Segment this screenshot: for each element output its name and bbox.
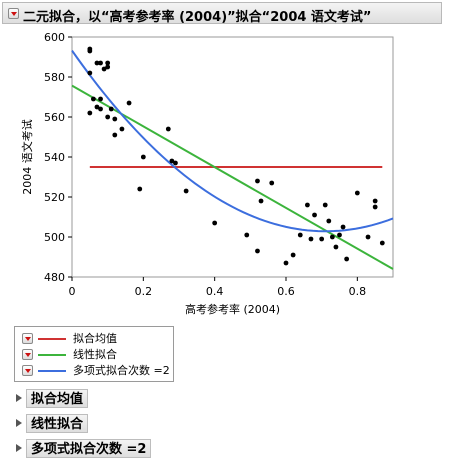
- data-point: [372, 204, 378, 210]
- x-tick-label: 0.6: [277, 285, 295, 298]
- legend-poly-menu-icon[interactable]: [22, 365, 33, 376]
- data-point: [165, 126, 171, 132]
- data-point: [372, 198, 378, 204]
- data-point: [94, 60, 100, 66]
- x-tick-label: 0.2: [135, 285, 153, 298]
- data-point: [119, 126, 125, 132]
- disclosure-triangle-icon[interactable]: [16, 444, 22, 452]
- data-point: [101, 66, 107, 72]
- data-point: [105, 114, 111, 120]
- section-mean-fit-label[interactable]: 拟合均值: [26, 389, 89, 408]
- data-point: [173, 160, 178, 166]
- fit-line-linear: [71, 84, 394, 270]
- data-point: [183, 188, 189, 194]
- legend-mean-menu-icon[interactable]: [22, 333, 33, 344]
- x-tick-label: 0.8: [349, 285, 367, 298]
- y-tick-label: 480: [44, 271, 65, 284]
- data-point: [87, 48, 93, 54]
- y-tick-label: 540: [44, 151, 65, 164]
- data-point: [94, 104, 100, 110]
- data-point: [326, 218, 332, 224]
- data-point: [333, 244, 339, 250]
- legend-item-linear: 线性拟合: [15, 347, 173, 363]
- data-point: [308, 236, 314, 242]
- y-tick-label: 580: [44, 71, 65, 84]
- data-point: [312, 212, 317, 218]
- legend-item-mean: 拟合均值: [15, 331, 173, 347]
- data-point: [108, 106, 114, 112]
- data-point: [87, 110, 93, 116]
- legend-linear-label: 线性拟合: [73, 348, 117, 361]
- legend-linear-menu-icon[interactable]: [22, 349, 33, 360]
- disclosure-triangle-icon[interactable]: [16, 394, 22, 402]
- data-point: [365, 234, 371, 240]
- x-tick-label: 0: [69, 285, 76, 298]
- legend-mean-swatch: [38, 338, 66, 340]
- y-tick-label: 600: [44, 31, 65, 44]
- data-point: [344, 256, 350, 262]
- data-point: [337, 232, 342, 238]
- data-point: [297, 232, 303, 238]
- data-point: [244, 232, 250, 238]
- data-point: [98, 106, 103, 112]
- data-point: [140, 154, 146, 160]
- data-point: [87, 70, 93, 76]
- data-point: [258, 198, 264, 204]
- fit-lines: [71, 50, 394, 270]
- report-title-bar: 二元拟合，以“高考参考率 (2004)”拟合“2004 语文考试”: [2, 2, 442, 25]
- legend-item-poly: 多项式拟合次数 =2: [15, 363, 173, 379]
- legend: 拟合均值 线性拟合 多项式拟合次数 =2: [14, 326, 174, 382]
- data-point: [98, 96, 103, 102]
- legend-mean-label: 拟合均值: [73, 332, 117, 345]
- legend-poly-swatch: [38, 370, 66, 372]
- data-point: [255, 248, 260, 254]
- data-point: [112, 116, 118, 122]
- data-point: [319, 236, 325, 242]
- data-point: [322, 202, 328, 208]
- data-point: [169, 158, 175, 164]
- disclosure-triangle-icon[interactable]: [16, 419, 22, 427]
- data-points: [87, 46, 385, 266]
- data-point: [126, 100, 132, 106]
- data-point: [379, 240, 385, 246]
- report-menu-icon[interactable]: [8, 8, 19, 19]
- legend-poly-label: 多项式拟合次数 =2: [73, 364, 170, 377]
- y-tick-label: 500: [44, 231, 65, 244]
- data-point: [283, 260, 289, 266]
- x-tick-label: 0.4: [206, 285, 224, 298]
- scatter-chart: 0 0.2 0.4 0.6 0.8 480 500 520 540 560 580 600 高考参考率…: [20, 31, 394, 316]
- data-point: [354, 190, 360, 196]
- data-point: [329, 234, 335, 240]
- data-point: [105, 64, 111, 70]
- data-point: [137, 186, 143, 192]
- section-linear-fit-label[interactable]: 线性拟合: [26, 414, 89, 433]
- data-point: [340, 224, 346, 230]
- legend-linear-swatch: [38, 354, 66, 356]
- fit-line-quadratic: [71, 50, 394, 233]
- data-point: [91, 96, 96, 102]
- x-axis-title: 高考参考率 (2004): [185, 302, 280, 316]
- data-point: [98, 60, 103, 66]
- data-point: [105, 60, 111, 66]
- y-tick-label: 520: [44, 191, 65, 204]
- chart-axes: 0 0.2 0.4 0.6 0.8 480 500 520 540 560 580 600: [44, 31, 394, 298]
- section-poly-fit-label[interactable]: 多项式拟合次数 =2: [26, 439, 152, 458]
- data-point: [290, 252, 296, 258]
- data-point: [305, 202, 310, 208]
- data-point: [212, 220, 218, 226]
- data-point: [255, 178, 260, 184]
- y-axis-title: 2004 语文考试: [20, 119, 34, 195]
- report-title: 二元拟合，以“高考参考率 (2004)”拟合“2004 语文考试”: [23, 10, 372, 25]
- data-point: [112, 132, 118, 138]
- data-point: [269, 180, 275, 186]
- y-tick-label: 560: [44, 111, 65, 124]
